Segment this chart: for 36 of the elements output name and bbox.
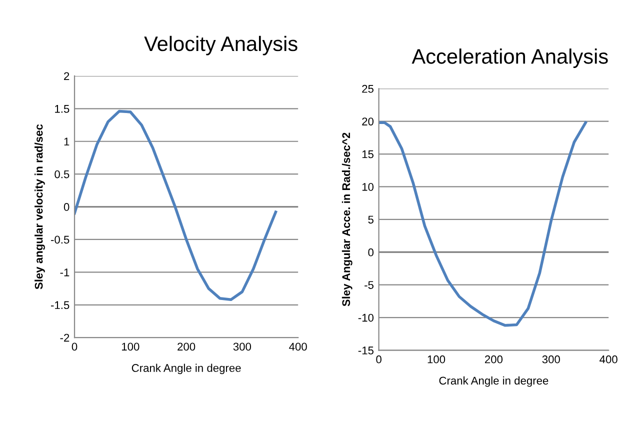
- x-axis-title: Crank Angle in degree: [132, 364, 241, 374]
- x-tick-label: 300: [233, 342, 252, 351]
- x-tick-label: 100: [428, 355, 446, 364]
- y-axis-title: Sley angular velocity in rad/sec: [34, 124, 45, 290]
- x-tick-label: 0: [376, 355, 382, 364]
- y-tick-label: -10: [358, 314, 374, 322]
- x-axis-title: Crank Angle in degree: [439, 376, 548, 387]
- x-tick-label: 200: [178, 342, 196, 351]
- x-tick-label: 0: [72, 342, 78, 351]
- y-tick-label: 0: [64, 203, 70, 211]
- y-tick-label: -15: [358, 346, 374, 354]
- y-tick-label: 15: [362, 150, 374, 158]
- y-tick-label: 10: [362, 183, 374, 191]
- chart-title: Acceleration Analysis: [412, 48, 608, 68]
- y-axis-title: Sley Angular Acce. in Rad./sec^2: [342, 132, 352, 306]
- y-tick-label: 2: [64, 72, 70, 80]
- y-tick-label: 25: [362, 84, 374, 93]
- x-tick-label: 100: [122, 342, 140, 351]
- y-tick-label: -1: [60, 268, 70, 276]
- line-series: [378, 121, 587, 327]
- chart-title: Velocity Analysis: [144, 36, 298, 56]
- y-tick-label: 0.5: [54, 170, 70, 178]
- y-tick-label: -1.5: [51, 301, 70, 310]
- y-tick-label: 1.5: [55, 105, 70, 113]
- y-tick-label: 1: [64, 138, 70, 146]
- y-tick-label: -2: [60, 334, 70, 342]
- x-tick-label: 400: [289, 342, 307, 351]
- y-tick-label: -5: [364, 281, 374, 289]
- x-tick-label: 200: [484, 355, 503, 364]
- y-tick-label: 5: [368, 216, 374, 224]
- y-tick-label: 20: [362, 118, 374, 126]
- y-tick-label: -0.5: [51, 236, 70, 244]
- y-tick-label: 0: [368, 248, 374, 256]
- line-series: [74, 110, 278, 302]
- x-tick-label: 300: [542, 355, 560, 364]
- x-tick-label: 400: [600, 355, 618, 364]
